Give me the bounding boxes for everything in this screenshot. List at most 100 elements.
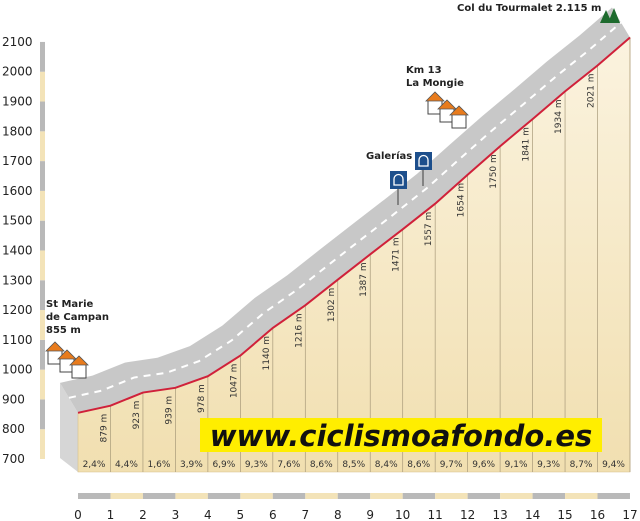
y-axis-band: [40, 220, 45, 251]
la-mongie-label-line1: Km 13: [406, 65, 442, 76]
y-tick-label: 1500: [2, 214, 33, 228]
road-center-dashes: [68, 21, 622, 399]
y-tick-label: 800: [2, 422, 25, 436]
elevation-label: 1216 m: [294, 313, 304, 348]
y-axis-band: [40, 71, 45, 102]
tunnel-symbol: [393, 173, 404, 186]
grade-label: 1,6%: [148, 460, 171, 470]
x-axis-band: [370, 493, 403, 499]
x-tick-label: 16: [590, 508, 605, 521]
y-tick-label: 1300: [2, 273, 33, 287]
village-icon-la-mongie: [425, 91, 469, 129]
start-label-line1: St Marie: [46, 299, 94, 310]
x-axis-band: [597, 493, 630, 499]
road-band: [60, 7, 630, 413]
grade-label: 2,4%: [83, 460, 106, 470]
elevation-label: 939 m: [164, 396, 174, 425]
grade-label: 9,3%: [537, 460, 560, 470]
house-roof: [69, 355, 89, 366]
tunnel-sign-icon-2: [415, 152, 432, 186]
y-axis-band: [40, 429, 45, 459]
y-axis-band: [40, 399, 45, 430]
y-axis-band: [40, 190, 45, 221]
watermark-background: [200, 418, 602, 452]
watermark: www.ciclismoafondo.es: [200, 418, 602, 453]
sign-panel: [390, 171, 407, 189]
grade-label: 7,6%: [277, 460, 300, 470]
x-tick-label: 0: [74, 508, 82, 521]
y-tick-label: 1000: [2, 363, 33, 377]
elevation-label: 923 m: [132, 401, 142, 430]
x-axis-band: [565, 493, 598, 499]
elevation-label: 1047 m: [229, 364, 239, 399]
x-axis-band: [532, 493, 566, 499]
profile-line: [77, 36, 631, 414]
grade-label: 8,6%: [407, 460, 430, 470]
summit-label: Col du Tourmalet 2.115 m: [457, 3, 601, 14]
annotations: St Marie de Campan 855 m Galerías Km 13 …: [45, 3, 620, 379]
elevation-label: 1654 m: [457, 183, 467, 218]
x-tick-label: 11: [428, 508, 443, 521]
y-axis-band: [40, 161, 45, 191]
x-tick-label: 7: [301, 508, 309, 521]
x-tick-label: 12: [460, 508, 475, 521]
y-axis-band: [40, 250, 45, 281]
x-tick-label: 5: [237, 508, 245, 521]
y-axis-band: [40, 280, 45, 311]
y-tick-label: 1200: [2, 303, 33, 317]
grade-label: 8,6%: [310, 460, 333, 470]
elevation-label: 1471 m: [392, 237, 402, 272]
elevation-label: 1387 m: [359, 262, 369, 297]
x-axis: 0 1 2 3 4 5 6 7 8 9 10 11 12 13 14 15 16 17: [74, 493, 638, 521]
y-tick-label: 700: [2, 452, 25, 466]
x-axis-band: [175, 493, 208, 499]
profile: 879 m 923 m 939 m 978 m 1047 m 1140 m 1216 m 13…: [60, 7, 631, 473]
grade-label: 9,3%: [245, 460, 268, 470]
tree-icon: [600, 10, 612, 23]
grade-label: 6,9%: [212, 460, 235, 470]
sign-panel: [415, 152, 432, 170]
y-tick-label: 1600: [2, 184, 33, 198]
y-tick-label: 1400: [2, 243, 33, 257]
house-roof: [45, 341, 65, 352]
grade-label: 9,4%: [602, 460, 625, 470]
tunnel-sign-icon-1: [390, 171, 407, 205]
x-tick-label: 15: [557, 508, 572, 521]
x-axis-band: [467, 493, 501, 499]
y-tick-label: 2100: [2, 35, 33, 49]
elevation-label: 1557 m: [424, 212, 434, 247]
y-axis: 700 800 900 1000 1100 1200 1300 1400 1500 1600 170…: [2, 35, 45, 466]
tree-icon: [608, 8, 620, 23]
y-axis-band: [40, 310, 45, 340]
y-tick-label: 1800: [2, 124, 33, 138]
house-wall: [71, 363, 87, 379]
x-tick-label: 2: [139, 508, 147, 521]
x-tick-label: 13: [492, 508, 507, 521]
y-tick-label: 1100: [2, 333, 33, 347]
y-axis-band: [40, 41, 45, 72]
x-axis-band: [500, 493, 533, 499]
house-roof: [57, 349, 77, 360]
y-axis-band: [40, 369, 45, 400]
elevation-label: 1750 m: [489, 154, 499, 189]
y-tick-label: 1700: [2, 154, 33, 168]
grade-label: 8,4%: [375, 460, 398, 470]
x-tick-label: 3: [172, 508, 180, 521]
x-tick-label: 1: [107, 508, 115, 521]
elevation-label: 1934 m: [554, 99, 564, 134]
grade-label: 3,9%: [180, 460, 203, 470]
grade-label: 8,7%: [570, 460, 593, 470]
grade-label: 9,7%: [440, 460, 463, 470]
y-tick-label: 2000: [2, 65, 33, 79]
grade-label: 9,6%: [472, 460, 495, 470]
grade-label: 9,1%: [505, 460, 528, 470]
house-roof: [449, 105, 469, 116]
x-tick-label: 4: [204, 508, 212, 521]
y-tick-label: 1900: [2, 95, 33, 109]
y-axis-band: [40, 339, 45, 370]
x-axis-band: [435, 493, 468, 499]
house-roof: [437, 99, 457, 110]
house-roof: [425, 91, 445, 102]
x-tick-label: 6: [269, 508, 277, 521]
